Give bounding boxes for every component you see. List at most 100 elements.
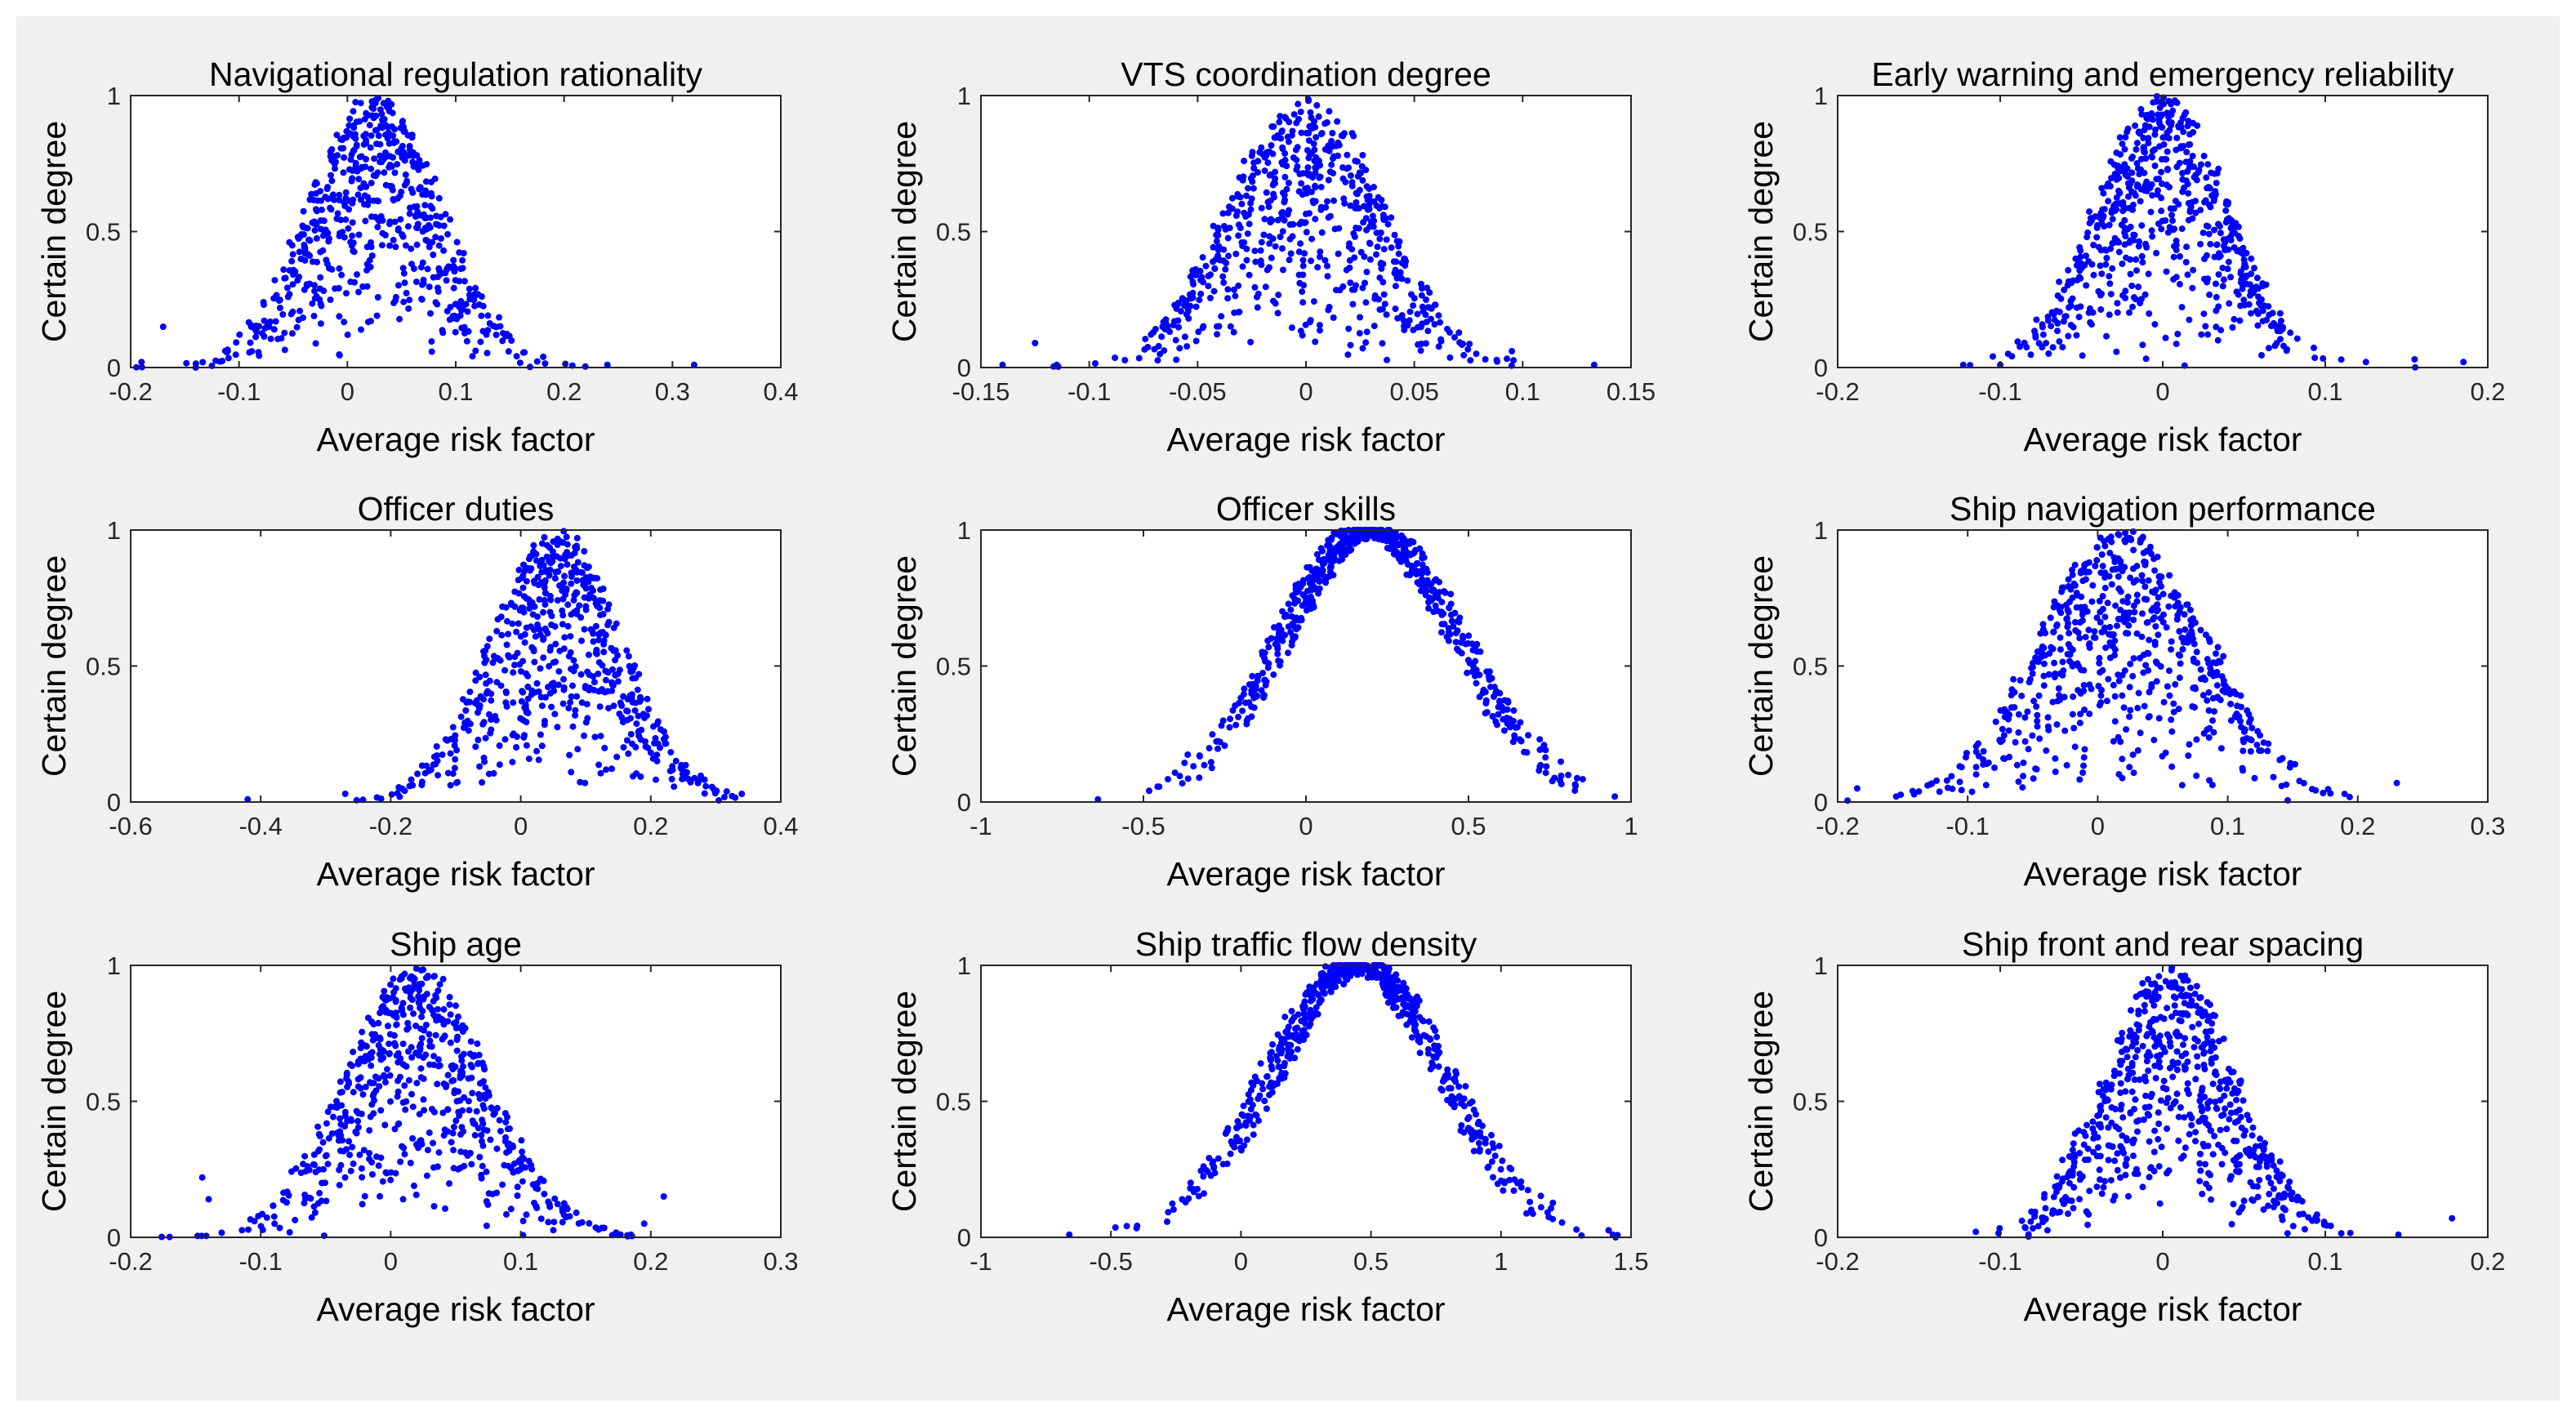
data-point	[392, 1042, 399, 1049]
data-point	[1992, 718, 1999, 725]
data-point	[2236, 317, 2244, 324]
data-point	[1436, 578, 1442, 586]
data-point	[2029, 670, 2036, 677]
data-point	[2143, 596, 2150, 603]
data-point	[453, 1036, 461, 1044]
data-point	[1445, 637, 1452, 644]
data-point	[435, 287, 442, 295]
data-point	[595, 761, 603, 769]
data-point	[2256, 747, 2263, 755]
data-point	[2141, 702, 2148, 710]
data-point	[1298, 617, 1305, 624]
data-point	[259, 330, 265, 337]
data-point	[1289, 620, 1296, 627]
data-point	[1207, 271, 1214, 278]
data-point	[2067, 297, 2075, 305]
data-point	[394, 161, 401, 168]
data-point	[1227, 715, 1234, 723]
data-point	[377, 1154, 385, 1161]
data-point	[2074, 660, 2081, 667]
data-point	[301, 243, 308, 251]
data-point	[379, 994, 386, 1000]
data-point	[522, 1164, 529, 1171]
data-point	[484, 312, 492, 319]
data-point	[2126, 684, 2133, 691]
data-point	[368, 98, 376, 105]
x-tick-label: 0.2	[2340, 812, 2375, 840]
data-point	[2217, 252, 2224, 260]
x-tick-label: 0.1	[438, 377, 473, 406]
data-point	[594, 575, 601, 582]
data-point	[519, 1218, 527, 1224]
data-point	[2227, 717, 2235, 724]
data-point	[492, 656, 499, 663]
data-point	[2107, 158, 2115, 165]
data-point	[1466, 341, 1473, 348]
data-point	[477, 338, 484, 345]
data-point	[434, 1163, 441, 1170]
data-point	[2105, 675, 2112, 683]
x-tick-label: -0.2	[1816, 812, 1859, 840]
data-point	[1549, 778, 1556, 785]
data-point	[1237, 194, 1244, 201]
data-point	[2054, 319, 2061, 327]
data-point	[2190, 129, 2197, 136]
data-point	[2174, 591, 2182, 599]
data-point	[2247, 736, 2254, 743]
data-point	[1265, 660, 1272, 667]
data-point	[513, 353, 520, 360]
data-point	[2084, 234, 2091, 241]
data-point	[2064, 651, 2071, 657]
data-point	[374, 224, 381, 231]
data-point	[1165, 776, 1171, 783]
x-tick-label: 1	[1624, 812, 1638, 840]
data-point	[331, 160, 338, 167]
y-axis-label: Certain degree	[885, 555, 923, 777]
data-point	[2220, 677, 2227, 684]
data-point	[379, 1178, 386, 1185]
data-point	[560, 1200, 568, 1207]
data-point	[1161, 347, 1168, 354]
data-point	[301, 1152, 309, 1160]
data-point	[367, 144, 374, 151]
data-point	[1264, 637, 1272, 644]
data-point	[2146, 688, 2153, 696]
data-point	[2093, 557, 2101, 564]
data-point	[1376, 274, 1384, 282]
data-point	[310, 1203, 318, 1210]
data-point	[422, 178, 430, 185]
data-point	[355, 231, 363, 238]
data-point	[513, 628, 520, 635]
y-tick-label: 0	[1814, 354, 1828, 382]
data-point	[368, 165, 375, 172]
data-point	[1414, 310, 1421, 318]
data-point	[2103, 255, 2110, 261]
data-point	[287, 310, 295, 318]
data-point	[574, 559, 582, 566]
data-point	[465, 1075, 472, 1082]
data-point	[1346, 264, 1353, 271]
data-point	[474, 1040, 481, 1047]
data-point	[2097, 692, 2105, 699]
data-point	[2122, 134, 2129, 140]
data-point	[1351, 534, 1357, 541]
data-point	[533, 1205, 541, 1212]
data-point	[614, 671, 622, 678]
data-point	[440, 247, 448, 254]
data-point	[2108, 631, 2115, 639]
data-point	[2179, 170, 2186, 176]
data-point	[2092, 213, 2099, 221]
data-point	[2060, 584, 2067, 591]
data-point	[346, 1061, 354, 1068]
data-point	[1363, 183, 1370, 190]
data-point	[1356, 330, 1363, 336]
data-point	[2186, 316, 2193, 323]
data-point	[2235, 291, 2242, 298]
data-point	[390, 1032, 398, 1039]
data-point	[466, 285, 473, 292]
data-point	[1287, 250, 1295, 257]
data-point	[1944, 784, 1951, 791]
data-point	[471, 699, 479, 706]
